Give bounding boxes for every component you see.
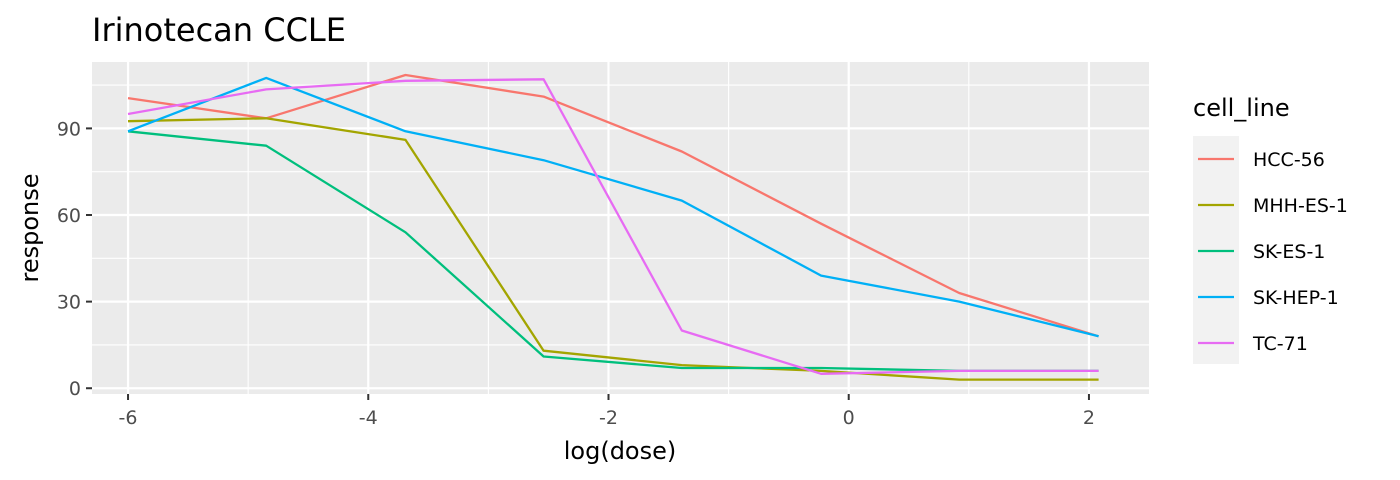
- x-tick-label: 2: [1083, 407, 1095, 429]
- series-line-tc-71: [127, 78, 1099, 375]
- series-line-mhh-es-1: [127, 117, 1099, 381]
- legend-items: HCC-56 MHH-ES-1 SK-ES-1 SK-HEP-1 TC-71: [1198, 149, 1348, 355]
- y-tick-label: 0: [69, 378, 81, 400]
- y-tick-label: 90: [57, 118, 81, 140]
- x-axis: -6 -4 -2 0 2: [119, 394, 1095, 429]
- series-line-sk-hep-1: [127, 76, 1099, 338]
- legend: cell_line HCC-56 MHH-ES-1 SK-ES-1 SK-HEP-1 T…: [1193, 94, 1348, 364]
- x-axis-title: log(dose): [564, 437, 677, 465]
- y-axis: 0 30 60 90: [57, 118, 92, 400]
- legend-label-sk-hep-1: SK-HEP-1: [1253, 287, 1339, 309]
- minor-gridlines: [92, 62, 1149, 394]
- legend-label-sk-es-1: SK-ES-1: [1253, 241, 1325, 263]
- x-tick-label: -4: [359, 407, 378, 429]
- x-tick-label: 0: [843, 407, 855, 429]
- legend-label-tc-71: TC-71: [1252, 333, 1308, 355]
- x-tick-label: -2: [599, 407, 618, 429]
- series-line-hcc-56: [127, 73, 1099, 338]
- y-axis-title: response: [16, 173, 44, 282]
- major-gridlines: [92, 62, 1149, 394]
- legend-label-hcc-56: HCC-56: [1253, 149, 1325, 171]
- plot-panel: [92, 62, 1149, 394]
- chart-title: Irinotecan CCLE: [92, 11, 346, 49]
- y-tick-label: 60: [57, 205, 81, 227]
- legend-title: cell_line: [1193, 94, 1290, 122]
- legend-label-mhh-es-1: MHH-ES-1: [1253, 195, 1348, 217]
- series-lines: [127, 73, 1099, 381]
- y-tick-label: 30: [57, 292, 81, 314]
- x-tick-label: -6: [119, 407, 138, 429]
